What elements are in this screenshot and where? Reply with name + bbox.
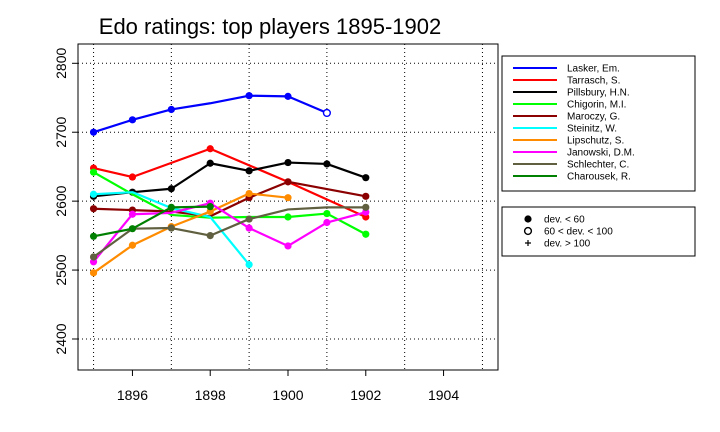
- x-tick-label: 1904: [428, 387, 459, 403]
- marker-legend-symbol: [525, 240, 531, 246]
- marker-legend-symbol: [524, 215, 532, 223]
- series-group: [89, 92, 331, 136]
- marker-legend-label: 60 < dev. < 100: [544, 227, 613, 238]
- data-point: [323, 160, 331, 168]
- data-point: [284, 194, 292, 202]
- y-tick-label: 2700: [53, 116, 69, 147]
- data-point: [323, 218, 331, 227]
- data-point: [362, 203, 370, 211]
- y-tick-label: 2500: [53, 254, 69, 285]
- legend-label: Chigorin, M.I.: [567, 100, 626, 111]
- data-point: [284, 213, 292, 221]
- data-point: [362, 230, 370, 238]
- chart-title: Edo ratings: top players 1895-1902: [99, 14, 441, 39]
- data-point: [284, 92, 292, 100]
- x-tick-label: 1898: [195, 387, 226, 403]
- data-point: [89, 269, 98, 277]
- x-tick-label: 1896: [117, 387, 148, 403]
- legend-label: Maroczy, G.: [567, 112, 620, 123]
- series-group: [89, 168, 370, 238]
- series-line: [93, 171, 367, 236]
- data-point: [89, 190, 98, 198]
- marker-legend-symbol: [523, 226, 533, 236]
- data-point: [128, 225, 137, 233]
- data-point: [128, 210, 137, 218]
- data-point: [89, 232, 98, 240]
- series-group: [89, 203, 370, 261]
- series-line: [93, 161, 367, 198]
- data-point: [362, 192, 370, 200]
- data-point: [284, 158, 292, 167]
- data-point: [167, 185, 175, 193]
- data-point: [245, 92, 253, 100]
- axes: 1896 1898 1900 1902 1904 2400 2500 2600 2700 2800: [53, 48, 459, 403]
- legend-label: Lipschutz, S.: [567, 136, 624, 147]
- series-legend-box: [501, 55, 696, 192]
- data-point: [245, 189, 253, 198]
- legend-label: Steinitz, W.: [567, 124, 617, 135]
- series-layer: [89, 92, 370, 277]
- legend-label: Tarrasch, S.: [567, 76, 620, 87]
- data-point: [89, 168, 98, 176]
- data-point: [323, 209, 331, 218]
- x-tick-label: 1902: [350, 387, 381, 403]
- marker-legend-box: [501, 206, 696, 257]
- series-line: [92, 202, 367, 263]
- legend-label: Pillsbury, H.N.: [567, 88, 630, 99]
- data-point: [284, 242, 292, 250]
- data-point: [89, 253, 98, 261]
- data-point: [322, 108, 331, 118]
- y-tick-label: 2800: [53, 48, 69, 79]
- data-point: [167, 203, 175, 211]
- data-point: [128, 116, 137, 124]
- series-line: [93, 205, 211, 238]
- data-point: [128, 173, 137, 181]
- marker-legend-label: dev. > 100: [544, 239, 591, 250]
- y-tick-label: 2400: [53, 323, 69, 354]
- data-point: [206, 203, 214, 211]
- data-point: [245, 215, 253, 223]
- marker-legend-label: dev. < 60: [544, 215, 585, 226]
- x-tick-label: 1900: [272, 387, 303, 403]
- legend-label: Charousek, R.: [567, 172, 631, 183]
- series-legend: Lasker, Em.Tarrasch, S.Pillsbury, H.N.Ch…: [513, 64, 635, 183]
- legend-label: Janowski, D.M.: [567, 148, 635, 159]
- legend-label: Schlechter, C.: [567, 160, 629, 171]
- data-point: [206, 232, 214, 240]
- data-point: [89, 205, 98, 213]
- data-point: [362, 174, 370, 182]
- series-line: [92, 206, 366, 258]
- data-point: [206, 145, 214, 153]
- data-point: [284, 178, 292, 186]
- data-point: [128, 241, 137, 249]
- data-point: [206, 159, 214, 167]
- data-point: [245, 224, 253, 232]
- series-line: [92, 192, 289, 274]
- series-line: [93, 94, 328, 134]
- legend-label: Lasker, Em.: [567, 64, 620, 75]
- data-point: [167, 105, 175, 114]
- series-group: [89, 203, 214, 240]
- data-point: [245, 167, 253, 175]
- data-point: [167, 224, 175, 232]
- y-tick-label: 2600: [53, 185, 69, 216]
- data-point: [245, 260, 253, 269]
- data-point: [89, 128, 98, 136]
